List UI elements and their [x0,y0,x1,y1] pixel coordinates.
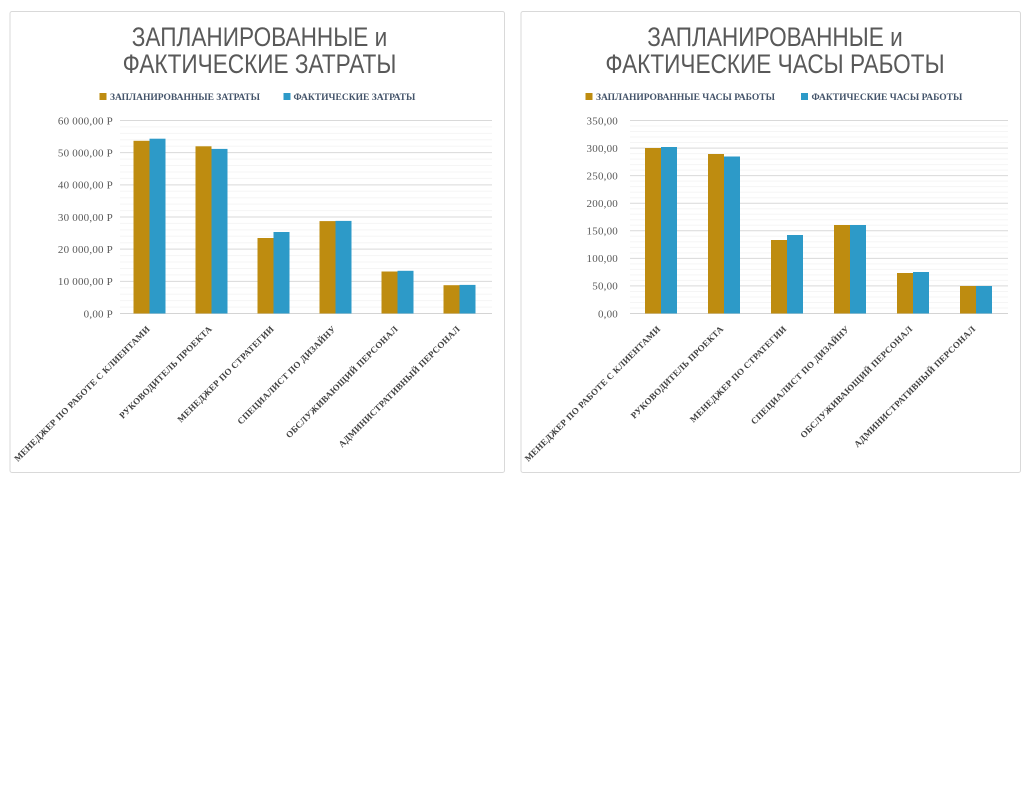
svg-text:30 000,00 Р: 30 000,00 Р [58,212,113,224]
svg-text:100,00: 100,00 [587,253,619,265]
svg-text:50 000,00 Р: 50 000,00 Р [58,147,113,159]
svg-text:300,00: 300,00 [587,143,619,155]
svg-text:60 000,00 Р: 60 000,00 Р [58,115,113,127]
svg-text:250,00: 250,00 [587,170,619,182]
svg-text:ФАКТИЧЕСКИЕ ЗАТРАТЫ: ФАКТИЧЕСКИЕ ЗАТРАТЫ [294,93,417,103]
svg-text:ЗАПЛАНИРОВАННЫЕ ЗАТРАТЫ: ЗАПЛАНИРОВАННЫЕ ЗАТРАТЫ [110,93,261,103]
svg-text:ЗАПЛАНИРОВАННЫЕ и: ЗАПЛАНИРОВАННЫЕ и [647,22,902,52]
svg-text:ФАКТИЧЕСКИЕ ЗАТРАТЫ: ФАКТИЧЕСКИЕ ЗАТРАТЫ [123,49,397,79]
svg-text:ЗАПЛАНИРОВАННЫЕ ЧАСЫ РАБОТЫ: ЗАПЛАНИРОВАННЫЕ ЧАСЫ РАБОТЫ [596,93,776,103]
svg-text:0,00 Р: 0,00 Р [84,308,113,320]
svg-text:ЗАПЛАНИРОВАННЫЕ и: ЗАПЛАНИРОВАННЫЕ и [132,22,387,52]
svg-text:150,00: 150,00 [587,226,619,238]
svg-text:ФАКТИЧЕСКИЕ ЧАСЫ РАБОТЫ: ФАКТИЧЕСКИЕ ЧАСЫ РАБОТЫ [605,49,944,79]
svg-text:350,00: 350,00 [587,115,619,127]
svg-text:ФАКТИЧЕСКИЕ ЧАСЫ РАБОТЫ: ФАКТИЧЕСКИЕ ЧАСЫ РАБОТЫ [812,93,964,103]
svg-text:40 000,00 Р: 40 000,00 Р [58,180,113,192]
svg-text:10 000,00 Р: 10 000,00 Р [58,276,113,288]
svg-text:50,00: 50,00 [592,281,618,293]
svg-text:20 000,00 Р: 20 000,00 Р [58,244,113,256]
svg-text:0,00: 0,00 [598,308,618,320]
svg-text:200,00: 200,00 [587,198,619,210]
